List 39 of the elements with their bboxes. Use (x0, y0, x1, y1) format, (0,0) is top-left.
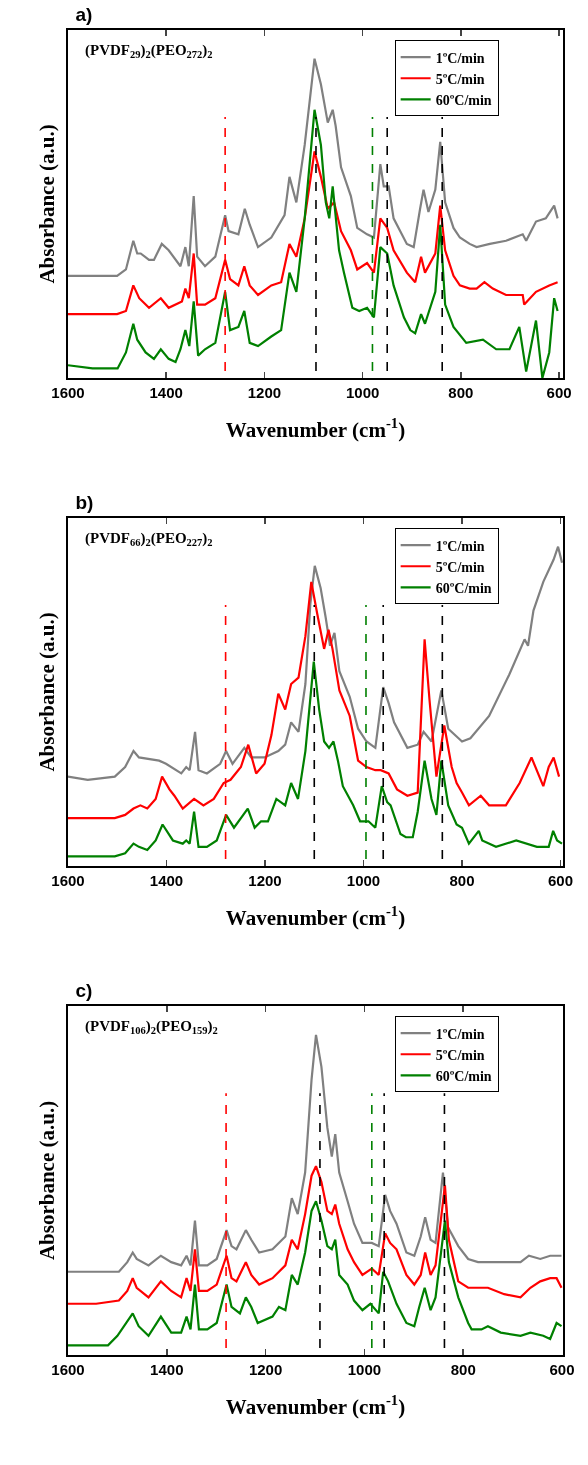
chart-title: b) (75, 491, 94, 513)
legend-label: 5ºC/min (435, 559, 485, 575)
y-axis-title: Absorbance (a.u.) (34, 1100, 59, 1261)
x-tick-label: 800 (450, 1361, 476, 1378)
x-tick-label: 1600 (51, 872, 85, 889)
legend-label: 60ºC/min (435, 92, 492, 108)
x-tick-label: 1400 (149, 384, 183, 401)
x-tick-label: 600 (548, 872, 574, 889)
chart-title: c) (75, 979, 93, 1001)
annotation: (PVDF$_{66}$)$_{2}$(PEO$_{227}$)$_{2}$ (85, 530, 213, 549)
annotation: (PVDF$_{106}$)$_{2}$(PEO$_{159}$)$_{2}$ (85, 1018, 218, 1037)
legend-label: 1ºC/min (435, 50, 485, 66)
x-tick-label: 800 (448, 384, 474, 401)
chart-title: a) (75, 3, 93, 25)
legend-label: 5ºC/min (435, 71, 485, 87)
x-axis-title: Wavenumber (cm$^{-1}$) (225, 1391, 406, 1419)
x-tick-label: 1200 (248, 1361, 283, 1378)
x-tick-label: 1600 (51, 1361, 85, 1378)
x-tick-label: 1000 (346, 872, 381, 889)
y-axis-title: Absorbance (a.u.) (34, 612, 59, 772)
x-tick-label: 600 (549, 1361, 575, 1378)
annotation: (PVDF$_{29}$)$_{2}$(PEO$_{272}$)$_{2}$ (85, 42, 213, 61)
x-axis-title: Wavenumber (cm$^{-1}$) (225, 902, 406, 930)
x-tick-label: 800 (449, 872, 475, 889)
x-tick-label: 1200 (248, 872, 282, 889)
legend-label: 1ºC/min (435, 1026, 485, 1042)
legend-label: 60ºC/min (435, 1068, 492, 1084)
x-tick-label: 600 (546, 384, 572, 401)
y-axis-title: Absorbance (a.u.) (34, 124, 59, 284)
x-tick-label: 1200 (247, 384, 282, 401)
legend-label: 60ºC/min (435, 580, 492, 596)
legend-label: 5ºC/min (435, 1047, 485, 1063)
x-tick-label: 1000 (347, 1361, 382, 1378)
x-tick-label: 1000 (345, 384, 380, 401)
legend-label: 1ºC/min (435, 538, 485, 554)
x-tick-label: 1600 (51, 384, 85, 401)
x-tick-label: 1400 (149, 872, 184, 889)
x-tick-label: 1400 (150, 1361, 184, 1378)
x-axis-title: Wavenumber (cm$^{-1}$) (225, 414, 406, 442)
